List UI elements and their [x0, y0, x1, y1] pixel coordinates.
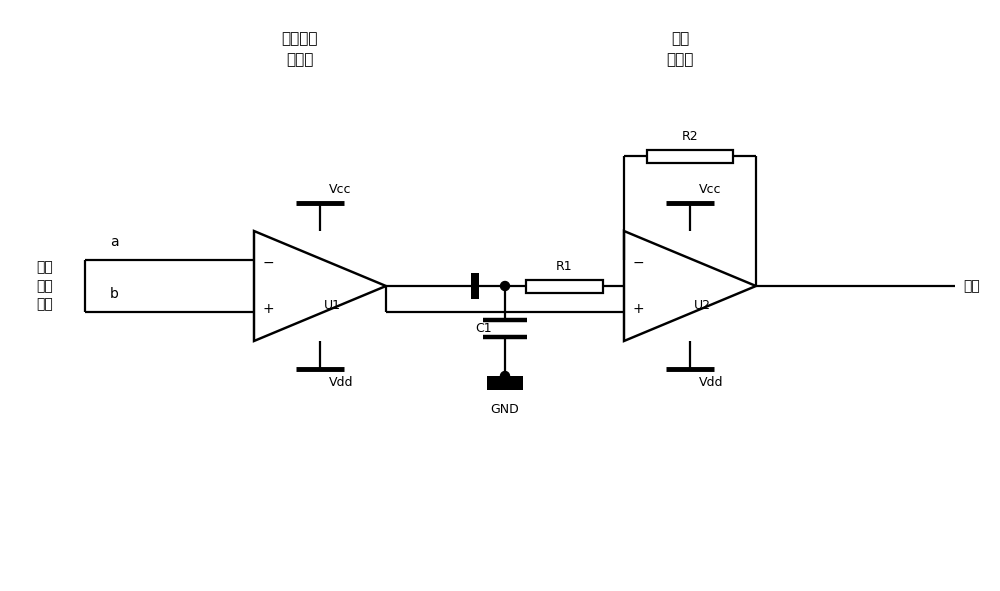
Text: GND: GND	[491, 403, 519, 416]
Circle shape	[501, 281, 510, 291]
Text: −: −	[633, 256, 645, 270]
Bar	[526, 280, 603, 293]
Bar	[471, 273, 479, 299]
Text: 跨导运算
放大器: 跨导运算 放大器	[282, 31, 318, 67]
Text: C1: C1	[475, 322, 492, 335]
Text: R1: R1	[556, 261, 573, 274]
Text: 输出: 输出	[963, 279, 980, 293]
Text: Vdd: Vdd	[329, 376, 354, 389]
Text: 罗氏
线圈
输出: 罗氏 线圈 输出	[37, 261, 53, 311]
Text: +: +	[263, 302, 275, 316]
Text: −: −	[263, 256, 275, 270]
Bar	[647, 150, 733, 163]
Bar	[487, 376, 523, 390]
Text: Vdd: Vdd	[699, 376, 724, 389]
Text: U2: U2	[694, 299, 710, 312]
Circle shape	[501, 372, 510, 381]
Text: +: +	[633, 302, 645, 316]
Text: a: a	[110, 235, 119, 249]
Text: R2: R2	[682, 131, 698, 144]
Text: Vcc: Vcc	[699, 183, 722, 196]
Text: b: b	[110, 287, 119, 301]
Text: Vcc: Vcc	[329, 183, 352, 196]
Text: 运算
放大器: 运算 放大器	[666, 31, 694, 67]
Text: U1: U1	[324, 299, 340, 312]
